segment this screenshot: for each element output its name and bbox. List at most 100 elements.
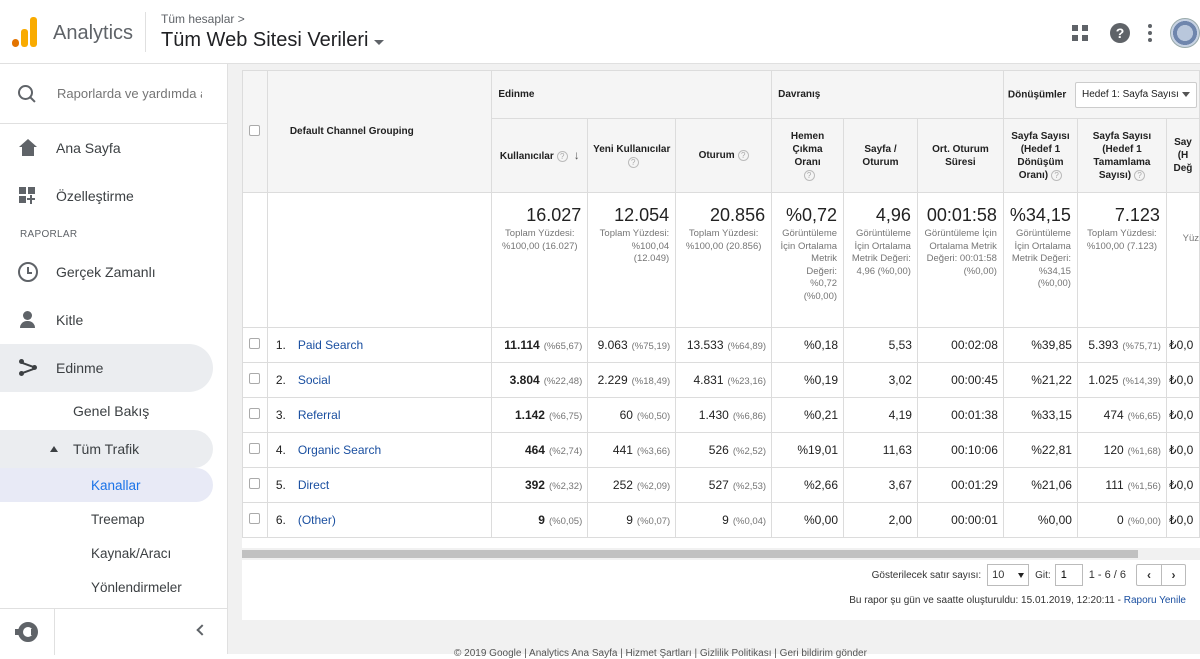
- col-header-sessions[interactable]: Oturum?: [675, 118, 773, 193]
- help-icon[interactable]: ?: [1110, 23, 1130, 43]
- channel-link[interactable]: Referral: [297, 408, 341, 422]
- help-icon[interactable]: ?: [1134, 169, 1146, 181]
- channel-link[interactable]: (Other): [297, 513, 336, 527]
- sidebar-footer: [0, 608, 227, 655]
- col-header-completions[interactable]: Sayfa Sayısı (Hedef 1 Tamamlama Sayısı)?: [1076, 118, 1167, 193]
- col-header-pages-session[interactable]: Sayfa / Oturum: [843, 118, 918, 193]
- pages-cell: 3,02: [843, 362, 918, 398]
- divider: [145, 12, 146, 52]
- cell-value: 1.430: [698, 408, 729, 422]
- row-checkbox[interactable]: [249, 513, 261, 524]
- row-number: 1.: [275, 338, 286, 352]
- sidebar-item-channels[interactable]: Kanallar: [0, 468, 213, 502]
- channel-link[interactable]: Organic Search: [297, 443, 382, 457]
- sidebar-item-treemap[interactable]: Treemap: [91, 511, 145, 527]
- cell-value: 9: [722, 513, 729, 527]
- sidebar-item-customization[interactable]: Özelleştirme: [0, 172, 227, 220]
- completions-cell: 0 (%0,00): [1076, 502, 1167, 538]
- row-checkbox[interactable]: [249, 373, 261, 384]
- sidebar-item-overview[interactable]: Genel Bakış: [73, 403, 150, 419]
- pages-cell: 11,63: [843, 432, 918, 468]
- sidebar-item-all-traffic[interactable]: Tüm Trafik: [0, 430, 213, 468]
- help-icon[interactable]: ?: [803, 169, 815, 181]
- sidebar-item-realtime[interactable]: Gerçek Zamanlı: [0, 248, 227, 296]
- channel-link[interactable]: Social: [297, 373, 331, 387]
- col-label: Sayfa / Oturum: [862, 143, 899, 168]
- row-checkbox[interactable]: [249, 443, 261, 454]
- next-page-button[interactable]: ›: [1161, 565, 1185, 585]
- help-icon[interactable]: ?: [556, 150, 568, 162]
- sidebar-item-source-medium[interactable]: Kaynak/Aracı: [91, 545, 172, 561]
- avatar[interactable]: [1170, 18, 1200, 48]
- search-input[interactable]: [57, 86, 202, 101]
- cell-pct: (%75,71): [1122, 341, 1161, 352]
- channel-link[interactable]: Paid Search: [297, 338, 364, 352]
- bounce-cell: %0,18: [771, 327, 845, 363]
- new-users-cell: 9.063 (%75,19): [587, 327, 677, 363]
- cell-pct: (%0,05): [548, 516, 583, 527]
- sidebar-item-referrals[interactable]: Yönlendirmeler: [91, 579, 182, 595]
- goal-value-cell: ₺0,0: [1165, 362, 1200, 398]
- more-vert-icon[interactable]: [1148, 24, 1152, 42]
- cell-pct: (%2,53): [732, 481, 767, 492]
- sidebar-item-acquisition[interactable]: Edinme: [0, 344, 213, 392]
- cell-value: 2.229: [597, 373, 628, 387]
- channel-link[interactable]: Direct: [297, 478, 330, 492]
- row-checkbox[interactable]: [249, 478, 261, 489]
- prev-page-button[interactable]: ‹: [1147, 568, 1151, 582]
- row-checkbox[interactable]: [249, 408, 261, 419]
- data-table: Default Channel Grouping Edinme Davranış…: [242, 70, 1200, 538]
- total-value: %34,15: [1009, 205, 1071, 225]
- new-users-cell: 60 (%0,50): [587, 397, 677, 433]
- total-avg-duration: 00:01:58 Görüntüleme İçin Ortalama Metrik…: [916, 192, 1004, 328]
- pages-cell: 3,67: [843, 467, 918, 503]
- row-checkbox[interactable]: [249, 338, 261, 349]
- help-icon[interactable]: ?: [627, 156, 639, 168]
- goal-select[interactable]: Hedef 1: Sayfa Sayısı: [1075, 81, 1198, 108]
- view-selector[interactable]: Tüm Web Sitesi Verileri: [161, 29, 385, 52]
- horizontal-scrollbar[interactable]: [242, 550, 1138, 558]
- sidebar-item-audience[interactable]: Kitle: [0, 296, 227, 344]
- col-label: Kullanıcılar: [499, 150, 554, 162]
- sidebar-item-home[interactable]: Ana Sayfa: [0, 124, 227, 172]
- dimension-header[interactable]: Default Channel Grouping: [266, 70, 493, 193]
- cell-pct: (%65,67): [543, 341, 583, 352]
- rows-per-page-select[interactable]: 10: [987, 564, 1030, 586]
- col-header-goal-value[interactable]: Say (H Değ: [1165, 118, 1200, 193]
- channel-cell: 3. Referral: [266, 397, 493, 433]
- goal-value-cell: ₺0,0: [1165, 467, 1200, 503]
- refresh-report-link[interactable]: Raporu Yenile: [1123, 595, 1186, 606]
- goal-select-value: Hedef 1: Sayfa Sayısı: [1082, 89, 1179, 100]
- chevron-left-icon[interactable]: [196, 624, 208, 636]
- cell-pct: (%6,86): [732, 411, 767, 422]
- cell-pct: (%1,56): [1127, 481, 1161, 492]
- new-users-cell: 441 (%3,66): [587, 432, 677, 468]
- total-pages-session: 4,96 Görüntüleme İçin Ortalama Metrik Değ…: [843, 192, 918, 328]
- cell-value: 526: [708, 443, 729, 457]
- goto-input[interactable]: [1054, 564, 1083, 586]
- help-icon[interactable]: ?: [737, 150, 749, 161]
- col-header-new-users[interactable]: Yeni Kullanıcılar?: [587, 118, 677, 193]
- page-range: 1 - 6 / 6: [1088, 569, 1126, 581]
- total-subtext: Görüntüleme İçin Ortalama Metrik Değeri:…: [780, 228, 838, 302]
- gear-icon[interactable]: [15, 622, 41, 642]
- analytics-logo-icon[interactable]: [12, 17, 38, 47]
- sort-down-icon[interactable]: ↓: [573, 147, 580, 162]
- duration-cell: 00:02:08: [916, 327, 1004, 363]
- col-header-avg-duration[interactable]: Ort. Oturum Süresi: [916, 118, 1004, 193]
- sessions-cell: 9 (%0,04): [675, 502, 773, 538]
- table-row: 1. Paid Search 11.114 (%65,67) 9.063 (%75,19)…: [242, 327, 1200, 363]
- apps-icon[interactable]: [1072, 25, 1088, 41]
- help-icon[interactable]: ?: [1051, 169, 1063, 181]
- select-all-checkbox[interactable]: [249, 124, 261, 136]
- total-goal-value: Yüz: [1165, 192, 1200, 328]
- col-header-conversion-rate[interactable]: Sayfa Sayısı (Hedef 1 Dönüşüm Oranı)?: [1002, 118, 1078, 193]
- col-header-users[interactable]: Kullanıcılar? ↓: [491, 118, 589, 193]
- cell-value: 9: [538, 513, 545, 527]
- col-header-bounce-rate[interactable]: Hemen Çıkma Oranı?: [771, 118, 845, 193]
- col-label: Oturum: [698, 150, 735, 161]
- pages-cell: 5,53: [843, 327, 918, 363]
- total-sessions: 20.856 Toplam Yüzdesi: %100,00 (20.856): [675, 192, 773, 328]
- total-subtext: Görüntüleme İçin Ortalama Metrik Değeri:…: [851, 228, 911, 277]
- breadcrumb[interactable]: Tüm hesaplar >: [161, 12, 245, 26]
